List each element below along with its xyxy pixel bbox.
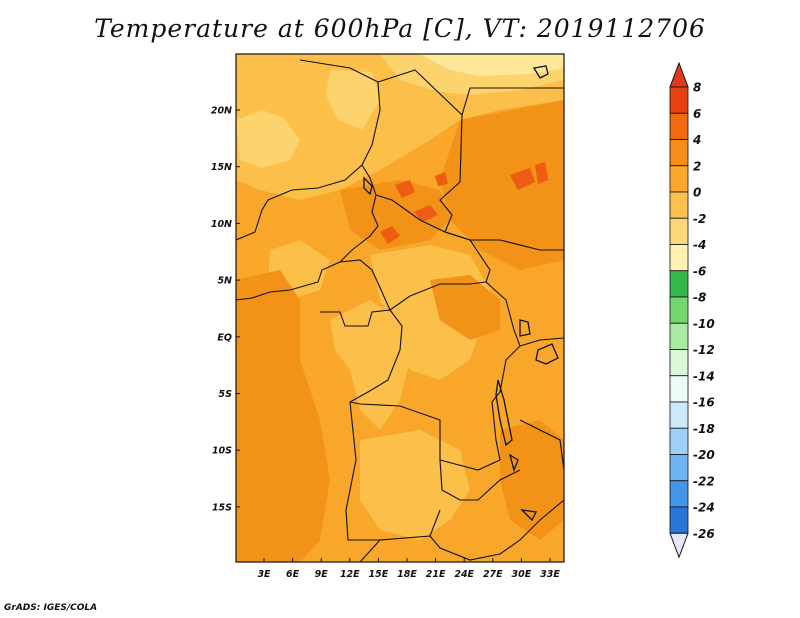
- x-tick-label: 18E: [397, 569, 417, 580]
- x-tick-label: 3E: [257, 569, 271, 580]
- colorbar-level-label: 6: [693, 107, 701, 121]
- map-title: Temperature at 600hPa [C], VT: 201911270…: [94, 14, 706, 43]
- x-tick-label: 15E: [369, 569, 389, 580]
- field-region: [326, 70, 380, 130]
- field-region: [420, 54, 564, 76]
- colorbar-band: [669, 244, 689, 272]
- colorbar-level-label: -2: [693, 212, 706, 226]
- map-frame: [235, 53, 565, 563]
- x-tick-label: 27E: [483, 569, 503, 580]
- colorbar-band: [669, 191, 689, 219]
- country-boundaries: [236, 59, 564, 562]
- field-region: [340, 180, 450, 250]
- colorbar-level-label: -6: [693, 264, 706, 278]
- colorbar-band: [669, 217, 689, 245]
- x-tick-label: 30E: [512, 569, 532, 580]
- latitude-axis: 20N 15N 10N 5N EQ 5S 10S 15S: [211, 106, 240, 513]
- y-tick-label: 10N: [211, 219, 232, 230]
- colorbar-level-label: -20: [693, 448, 715, 462]
- colorbar-band: [669, 322, 689, 350]
- colorbar-band: [669, 480, 689, 508]
- colorbar-top-arrow: [669, 61, 689, 88]
- y-tick-label: 5N: [217, 276, 232, 287]
- colorbar-bottom-arrow: [669, 532, 689, 559]
- longitude-axis: 3E 6E 9E 12E 15E 18E 21E 24E 27E 30E 33E: [257, 558, 560, 580]
- field-region: [535, 162, 548, 184]
- colorbar-band: [669, 270, 689, 298]
- colorbar-band: [669, 401, 689, 429]
- field-region: [440, 100, 564, 270]
- colorbar-band: [669, 349, 689, 377]
- field-region: [414, 205, 438, 222]
- colorbar-band: [669, 375, 689, 403]
- colorbar-band: [669, 454, 689, 482]
- colorbar-level-label: -24: [693, 501, 715, 515]
- colorbar-level-label: 2: [693, 159, 701, 173]
- colorbar: 8 6 4 2 0 -2 -4 -6 -8 -10 -12 -14 -16 -18 -20 -22 -24 -26: [669, 61, 715, 559]
- x-tick-label: 24E: [454, 569, 474, 580]
- x-tick-label: 9E: [315, 569, 329, 580]
- field-region: [330, 300, 410, 430]
- field-region: [435, 172, 448, 186]
- grads-credit: GrADS: IGES/COLA: [4, 603, 98, 613]
- y-tick-label: 15N: [211, 162, 232, 173]
- colorbar-band: [669, 139, 689, 167]
- field-region: [500, 420, 564, 540]
- colorbar-level-label: -12: [693, 343, 715, 357]
- field-region: [430, 275, 500, 340]
- colorbar-band: [669, 506, 689, 534]
- colorbar-level-label: -14: [693, 369, 715, 383]
- field-region: [510, 168, 535, 190]
- x-tick-label: 21E: [426, 569, 446, 580]
- y-tick-label: EQ: [217, 332, 232, 343]
- colorbar-level-label: -18: [693, 422, 715, 436]
- y-tick-label: 15S: [212, 502, 232, 513]
- colorbar-band: [669, 427, 689, 455]
- lakes-and-coastline: [363, 65, 559, 522]
- field-region: [360, 430, 470, 540]
- x-tick-label: 12E: [340, 569, 360, 580]
- field-region: [236, 270, 330, 562]
- field-region: [236, 110, 300, 168]
- y-tick-label: 5S: [219, 389, 233, 400]
- colorbar-level-label: -26: [693, 527, 715, 541]
- colorbar-level-label: 0: [693, 186, 701, 200]
- field-region: [395, 180, 415, 198]
- colorbar-level-label: -22: [693, 474, 715, 488]
- colorbar-level-label: -8: [693, 291, 706, 305]
- colorbar-band: [669, 112, 689, 140]
- colorbar-level-label: -16: [693, 396, 715, 410]
- field-region: [380, 226, 400, 244]
- colorbar-level-label: 8: [693, 81, 701, 95]
- x-tick-label: 6E: [286, 569, 300, 580]
- colorbar-level-label: -10: [693, 317, 715, 331]
- colorbar-level-label: -4: [693, 238, 706, 252]
- x-tick-label: 33E: [540, 569, 560, 580]
- colorbar-band: [669, 296, 689, 324]
- colorbar-band: [669, 165, 689, 193]
- y-tick-label: 20N: [211, 106, 232, 117]
- temperature-field: [236, 54, 564, 562]
- colorbar-band: [669, 86, 689, 114]
- colorbar-level-label: 4: [692, 133, 701, 147]
- y-tick-label: 10S: [212, 446, 232, 457]
